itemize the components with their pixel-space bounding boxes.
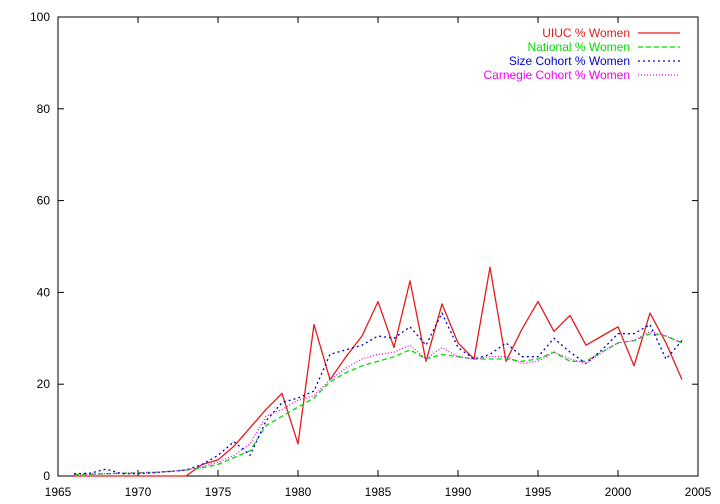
y-tick-label: 60: [37, 194, 51, 208]
legend-label: UIUC % Women: [542, 26, 630, 40]
y-tick-label: 80: [37, 102, 51, 116]
y-tick-label: 0: [43, 469, 50, 483]
x-tick-label: 1980: [285, 485, 312, 499]
y-tick-label: 20: [37, 377, 51, 391]
y-tick-label: 100: [30, 10, 50, 24]
x-tick-label: 1970: [125, 485, 152, 499]
legend-label: Carnegie Cohort % Women: [483, 68, 630, 82]
x-tick-label: 2005: [685, 485, 712, 499]
series-line: [73, 330, 683, 476]
series-lines: [73, 266, 683, 477]
x-tick-label: 1990: [445, 485, 472, 499]
legend-label: National % Women: [528, 40, 631, 54]
x-tick-label: 1965: [45, 485, 72, 499]
series-line: [73, 333, 683, 476]
axis-ticks: 1965 1970 1975 1980 1985 1990 1995 2000 2005 0 20 4…: [30, 10, 712, 499]
y-tick-label: 40: [37, 285, 51, 299]
x-tick-label: 1985: [365, 485, 392, 499]
x-tick-label: 2000: [605, 485, 632, 499]
x-tick-label: 1975: [205, 485, 232, 499]
x-tick-label: 1995: [525, 485, 552, 499]
plot-frame: [57, 16, 699, 477]
series-line: [74, 266, 683, 477]
series-line: [73, 312, 683, 475]
legend-label: Size Cohort % Women: [509, 54, 630, 68]
